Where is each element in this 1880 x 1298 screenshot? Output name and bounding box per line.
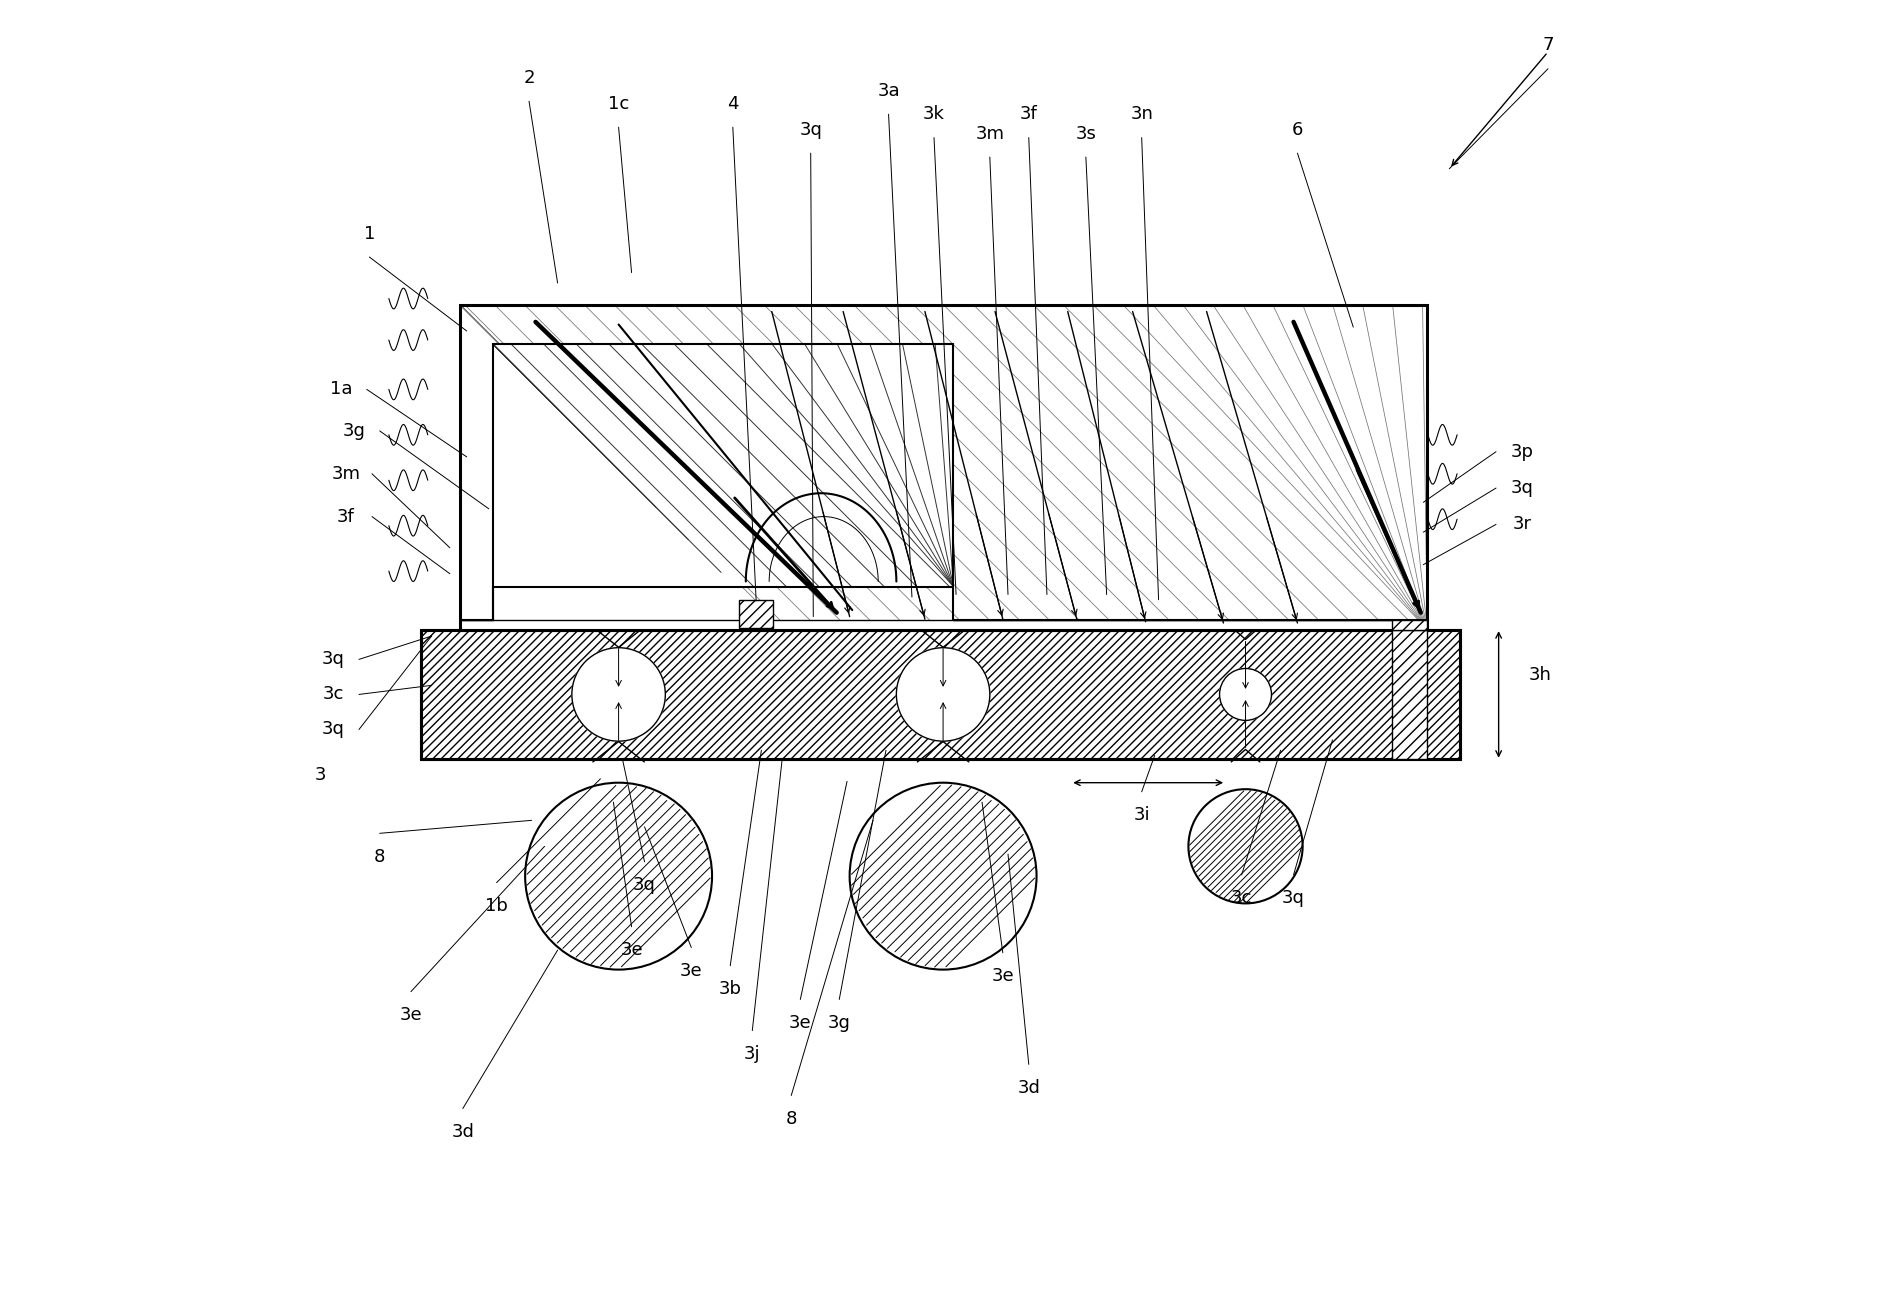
Text: 3d: 3d xyxy=(451,1123,474,1141)
Text: 3f: 3f xyxy=(1019,105,1038,123)
Bar xyxy=(461,305,1427,630)
Text: 1: 1 xyxy=(363,225,374,243)
Text: 3q: 3q xyxy=(321,720,344,739)
Text: 3g: 3g xyxy=(827,1014,850,1032)
Bar xyxy=(421,630,1459,759)
Text: 3e: 3e xyxy=(620,941,643,959)
Text: 3e: 3e xyxy=(991,967,1013,985)
Circle shape xyxy=(850,783,1036,970)
Bar xyxy=(1391,630,1427,759)
Circle shape xyxy=(525,783,713,970)
Text: 1c: 1c xyxy=(607,95,630,113)
Circle shape xyxy=(897,648,989,741)
Text: 2: 2 xyxy=(523,69,534,87)
Text: 3j: 3j xyxy=(744,1045,760,1063)
Bar xyxy=(421,630,1459,759)
Text: 3: 3 xyxy=(314,766,325,784)
Text: 3e: 3e xyxy=(788,1014,810,1032)
Circle shape xyxy=(1218,668,1271,720)
Bar xyxy=(739,600,773,628)
Text: 3p: 3p xyxy=(1510,443,1532,461)
Text: 1b: 1b xyxy=(485,897,508,915)
Text: 3m: 3m xyxy=(976,125,1004,143)
Text: 6: 6 xyxy=(1292,121,1303,139)
Text: 3r: 3r xyxy=(1512,515,1530,533)
Circle shape xyxy=(1188,789,1303,903)
Text: 3q: 3q xyxy=(321,650,344,668)
Text: 3c: 3c xyxy=(321,685,344,704)
Text: 3f: 3f xyxy=(337,508,355,526)
Text: 8: 8 xyxy=(374,848,385,866)
Bar xyxy=(493,344,953,587)
Text: 1a: 1a xyxy=(329,380,352,398)
Text: 3e: 3e xyxy=(679,962,703,980)
Text: 3k: 3k xyxy=(923,105,944,123)
Text: 3n: 3n xyxy=(1130,105,1152,123)
Text: 3s: 3s xyxy=(1075,125,1096,143)
Text: 3q: 3q xyxy=(1510,479,1532,497)
Text: 3m: 3m xyxy=(331,465,361,483)
Text: 3q: 3q xyxy=(634,876,656,894)
Text: 3c: 3c xyxy=(1230,889,1252,907)
Bar xyxy=(461,620,1427,630)
Text: 3h: 3h xyxy=(1528,666,1551,684)
Text: 3g: 3g xyxy=(342,422,365,440)
Text: 3q: 3q xyxy=(1282,889,1305,907)
Text: 4: 4 xyxy=(728,95,739,113)
Bar xyxy=(1391,620,1427,630)
Bar xyxy=(493,344,953,587)
Circle shape xyxy=(572,648,666,741)
Text: 7: 7 xyxy=(1542,36,1553,55)
Text: 3e: 3e xyxy=(399,1006,421,1024)
Text: 3b: 3b xyxy=(718,980,741,998)
Text: 3d: 3d xyxy=(1017,1079,1040,1097)
Text: 3i: 3i xyxy=(1134,806,1149,824)
Text: 3q: 3q xyxy=(799,121,822,139)
Text: 8: 8 xyxy=(786,1110,797,1128)
Bar xyxy=(461,305,1427,630)
Text: 3a: 3a xyxy=(876,82,899,100)
